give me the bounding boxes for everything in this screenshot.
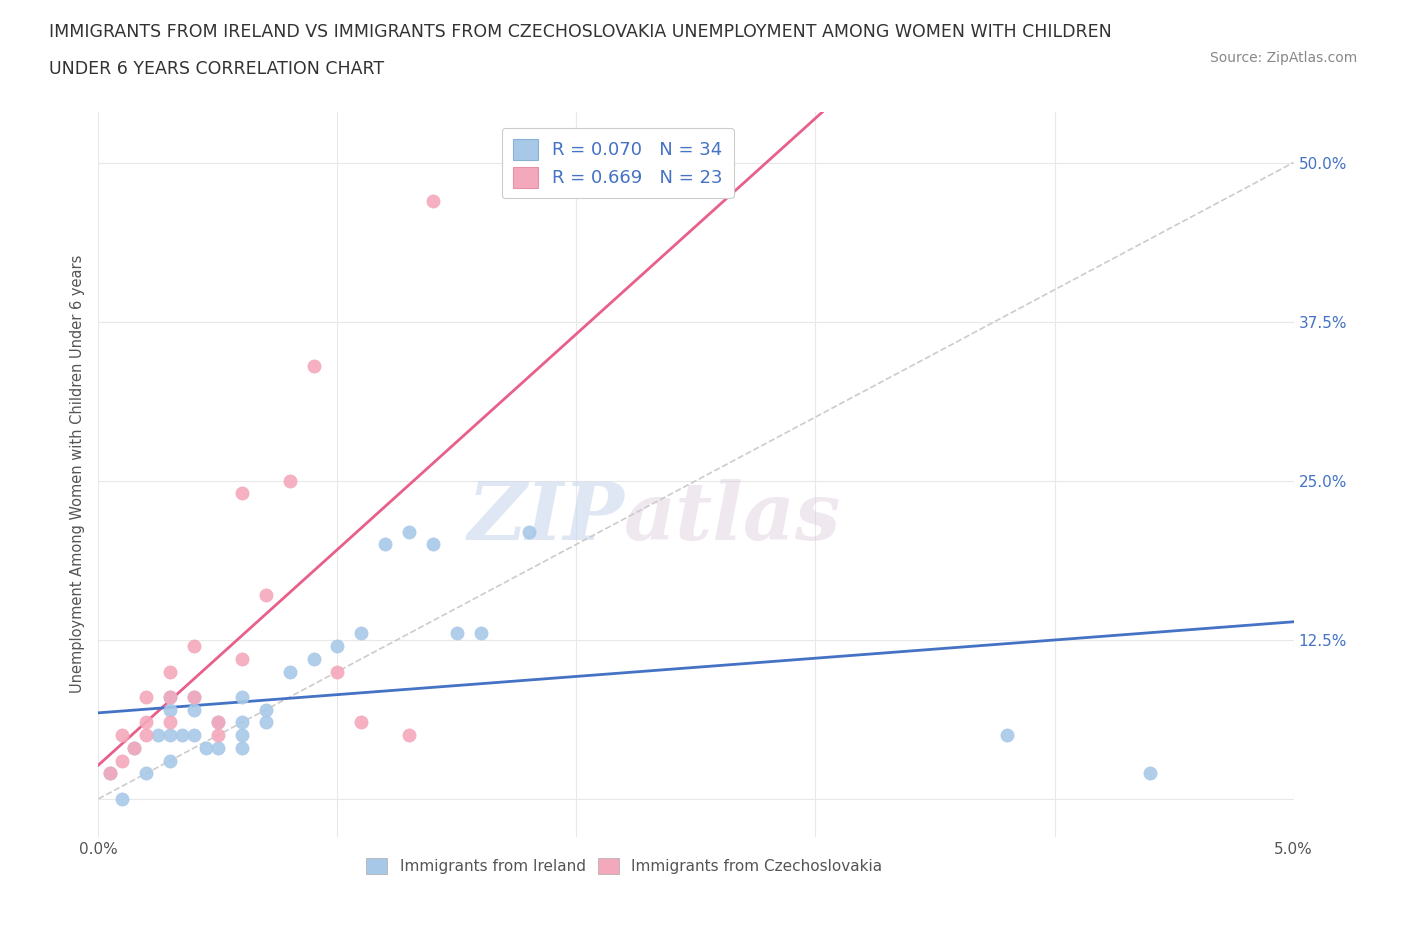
Point xyxy=(231,689,253,704)
Point xyxy=(159,702,181,717)
Point xyxy=(470,626,492,641)
Point xyxy=(326,639,349,654)
Point xyxy=(231,651,253,666)
Point xyxy=(111,728,134,743)
Point xyxy=(98,766,122,781)
Text: ZIP: ZIP xyxy=(467,479,624,556)
Point xyxy=(124,740,146,755)
Point xyxy=(995,728,1018,743)
Text: IMMIGRANTS FROM IRELAND VS IMMIGRANTS FROM CZECHOSLOVAKIA UNEMPLOYMENT AMONG WOM: IMMIGRANTS FROM IRELAND VS IMMIGRANTS FR… xyxy=(49,23,1112,41)
Point xyxy=(1139,766,1161,781)
Point xyxy=(302,651,325,666)
Point xyxy=(398,728,420,743)
Point xyxy=(135,715,157,730)
Point xyxy=(183,689,205,704)
Point xyxy=(278,664,301,679)
Point xyxy=(98,766,122,781)
Point xyxy=(422,193,444,208)
Point xyxy=(135,766,157,781)
Point xyxy=(350,715,373,730)
Point xyxy=(183,689,205,704)
Point xyxy=(231,728,253,743)
Point xyxy=(159,664,181,679)
Point xyxy=(159,689,181,704)
Point xyxy=(254,588,277,603)
Point xyxy=(422,537,444,551)
Point xyxy=(207,728,229,743)
Y-axis label: Unemployment Among Women with Children Under 6 years: Unemployment Among Women with Children U… xyxy=(70,255,86,694)
Legend: Immigrants from Ireland, Immigrants from Czechoslovakia: Immigrants from Ireland, Immigrants from… xyxy=(360,852,889,880)
Point xyxy=(159,728,181,743)
Point xyxy=(231,486,253,501)
Point xyxy=(124,740,146,755)
Point xyxy=(135,689,157,704)
Point xyxy=(159,689,181,704)
Text: Source: ZipAtlas.com: Source: ZipAtlas.com xyxy=(1209,51,1357,65)
Point xyxy=(254,715,277,730)
Point xyxy=(183,639,205,654)
Point xyxy=(111,791,134,806)
Point xyxy=(302,359,325,374)
Point xyxy=(517,525,540,539)
Point xyxy=(159,715,181,730)
Point xyxy=(207,715,229,730)
Point xyxy=(148,728,170,743)
Point xyxy=(159,753,181,768)
Point xyxy=(135,728,157,743)
Point xyxy=(231,740,253,755)
Point xyxy=(195,740,218,755)
Text: UNDER 6 YEARS CORRELATION CHART: UNDER 6 YEARS CORRELATION CHART xyxy=(49,60,384,78)
Point xyxy=(183,728,205,743)
Point xyxy=(254,702,277,717)
Point xyxy=(398,525,420,539)
Point xyxy=(446,626,468,641)
Point xyxy=(111,753,134,768)
Text: atlas: atlas xyxy=(624,479,842,556)
Point xyxy=(374,537,396,551)
Point xyxy=(172,728,194,743)
Point xyxy=(183,702,205,717)
Point xyxy=(326,664,349,679)
Point xyxy=(207,740,229,755)
Point xyxy=(278,473,301,488)
Point xyxy=(350,626,373,641)
Point xyxy=(231,715,253,730)
Point xyxy=(207,715,229,730)
